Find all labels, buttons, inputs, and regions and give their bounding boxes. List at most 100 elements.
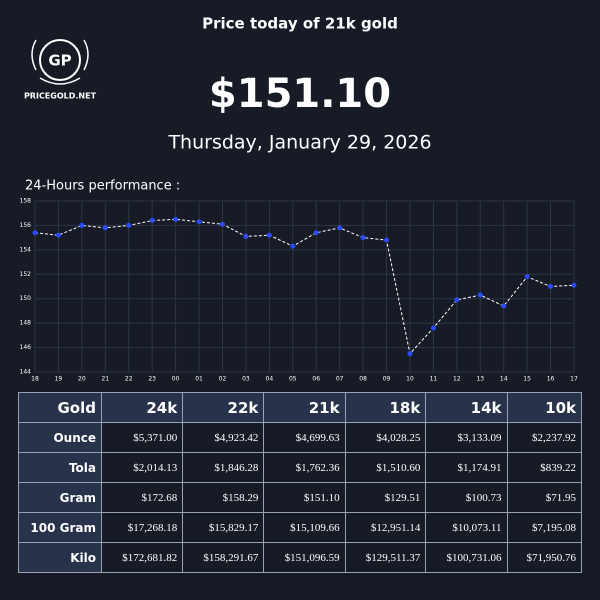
cell: $1,846.28	[182, 452, 265, 483]
cell: $129.51	[344, 482, 427, 513]
cell: $4,028.25	[344, 422, 427, 453]
point	[477, 292, 483, 298]
cell: $129,511.37	[344, 542, 427, 573]
x-tick-label: 00	[172, 376, 180, 383]
cell: $4,699.63	[263, 422, 346, 453]
point	[524, 274, 530, 280]
y-tick-label: 154	[20, 246, 32, 253]
logo-circle	[39, 39, 81, 81]
point	[149, 218, 155, 224]
cell: $1,174.91	[425, 452, 508, 483]
row-label: Ounce	[18, 422, 102, 453]
x-tick-label: 13	[476, 376, 484, 383]
cell: $5,371.00	[100, 422, 184, 453]
y-tick-label: 148	[20, 320, 32, 327]
cell: $71,950.76	[506, 542, 583, 573]
x-tick-label: 06	[312, 376, 320, 383]
cell: $71.95	[506, 482, 583, 513]
cell: $2,014.13	[100, 452, 184, 483]
cell: 22k	[182, 392, 265, 423]
x-tick-label: 11	[430, 376, 438, 383]
price: $151.10	[209, 71, 391, 117]
x-tick-label: 23	[148, 376, 156, 383]
point	[219, 221, 225, 227]
x-tick-label: 18	[31, 376, 39, 383]
y-tick-label: 156	[20, 222, 32, 229]
x-tick-label: 14	[500, 376, 508, 383]
row-label: Tola	[18, 452, 102, 483]
logo-site: PRICEGOLD.NET	[24, 92, 97, 101]
point	[313, 230, 319, 236]
cell: $839.22	[506, 452, 583, 483]
cell: $172.68	[100, 482, 184, 513]
x-tick-label: 15	[523, 376, 531, 383]
x-tick-label: 03	[242, 376, 250, 383]
cell: $3,133.09	[425, 422, 508, 453]
chart: GP PRICEGOLD.NET Price today of 21k gold…	[20, 15, 578, 383]
x-tick-label: 22	[125, 376, 133, 383]
point	[102, 225, 108, 231]
point	[360, 235, 366, 241]
cell: 14k	[425, 392, 508, 423]
y-tick-label: 150	[20, 295, 32, 302]
cell: $7,195.08	[506, 512, 583, 543]
point	[196, 219, 202, 225]
cell: $12,951.14	[344, 512, 427, 543]
point	[126, 222, 132, 228]
cell: $151.10	[263, 482, 346, 513]
cell: $158,291.67	[182, 542, 265, 573]
cell: $2,237.92	[506, 422, 583, 453]
row: Tola $2,014.13 $1,846.28 $1,762.36 $1,510.60…	[18, 452, 583, 483]
x-tick-label: 12	[453, 376, 461, 383]
cell: $100.73	[425, 482, 508, 513]
cell: $158.29	[182, 482, 265, 513]
title: Price today of 21k gold	[202, 15, 398, 33]
point	[384, 237, 390, 243]
logo-initials: GP	[48, 52, 71, 70]
x-tick-label: 19	[55, 376, 63, 383]
x-tick-label: 21	[101, 376, 109, 383]
cell: 24k	[100, 392, 184, 423]
point	[337, 225, 343, 231]
x-tick-label: 09	[383, 376, 391, 383]
cell: 10k	[506, 392, 583, 423]
row: Kilo $172,681.82 $158,291.67 $151,096.59 $12…	[18, 542, 583, 573]
cell: $1,762.36	[263, 452, 346, 483]
cell: $17,268.18	[100, 512, 184, 543]
x-tick-label: 10	[406, 376, 414, 383]
row: Ounce $5,371.00 $4,923.42 $4,699.63 $4,028.2…	[18, 422, 583, 453]
price-table: Gold 24k 22k 21k 18k 14k 10k Ounce $5,371.00 $4,9…	[18, 392, 583, 573]
row-label: Gram	[18, 482, 102, 513]
cell: $10,073.11	[425, 512, 508, 543]
cell: $4,923.42	[182, 422, 265, 453]
y-tick-label: 158	[20, 198, 32, 205]
row-label: Kilo	[18, 542, 102, 573]
point	[266, 232, 272, 238]
y-tick-label: 146	[20, 344, 32, 351]
point	[243, 233, 249, 239]
cell: 21k	[263, 392, 346, 423]
header-row: Gold 24k 22k 21k 18k 14k 10k	[18, 392, 583, 423]
point	[173, 216, 179, 222]
x-tick-label: 05	[289, 376, 297, 383]
x-tick-label: 16	[547, 376, 555, 383]
cell: $100,731.06	[425, 542, 508, 573]
x-tick-label: 04	[266, 376, 274, 383]
row-label: 100 Gram	[18, 512, 102, 543]
row: 100 Gram $17,268.18 $15,829.17 $15,109.66 $1…	[18, 512, 583, 543]
y-tick-label: 144	[20, 369, 32, 376]
point	[430, 325, 436, 331]
point	[290, 243, 296, 249]
point	[454, 297, 460, 303]
point	[571, 282, 577, 288]
point	[501, 303, 507, 309]
point	[407, 351, 413, 357]
x-tick-label: 01	[195, 376, 203, 383]
point	[32, 230, 38, 236]
x-tick-label: 07	[336, 376, 344, 383]
cell: $15,109.66	[263, 512, 346, 543]
row: Gram $172.68 $158.29 $151.10 $129.51 $100.73 $…	[18, 482, 583, 513]
line	[34, 218, 575, 355]
cell: $172,681.82	[100, 542, 184, 573]
